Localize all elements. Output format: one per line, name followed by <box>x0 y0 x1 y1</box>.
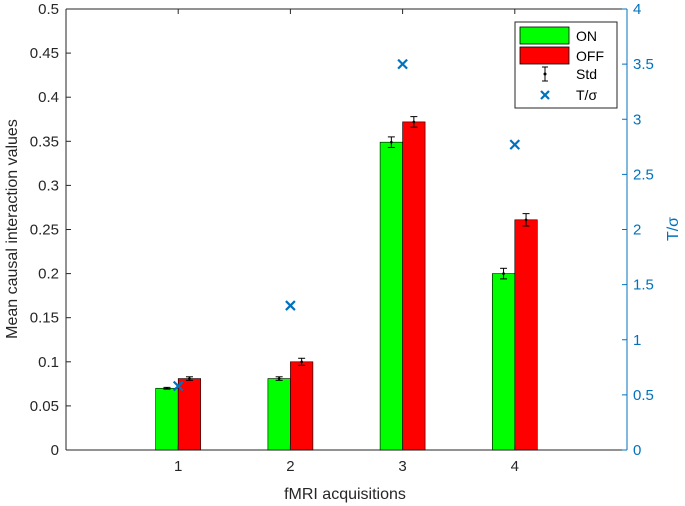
legend-errorbar-symbol <box>542 66 548 82</box>
ratio-marker <box>397 58 408 70</box>
legend-label-ratio: T/σ <box>576 87 597 103</box>
bar-on <box>155 387 179 451</box>
y-tick-label: 0.5 <box>38 1 59 18</box>
errorbar-center <box>390 140 393 144</box>
y-tick-label: 0.4 <box>38 89 59 106</box>
y-tick-label: 0.05 <box>30 398 59 415</box>
errorbar-center <box>300 360 303 364</box>
x-axis-label: fMRI acquisitions <box>284 486 406 503</box>
errorbar-center <box>165 386 169 390</box>
errorbar-center <box>502 272 505 275</box>
x-tick-label: 1 <box>174 458 182 475</box>
y2-tick-label: 4 <box>633 1 641 18</box>
y2-tick-label: 2 <box>633 222 641 239</box>
errorbar-center <box>188 377 191 380</box>
y-tick-label: 0 <box>51 442 59 459</box>
y-tick-label: 0.35 <box>30 133 59 150</box>
y2-tick-label: 1 <box>633 332 641 349</box>
y-tick-label: 0.3 <box>38 177 59 194</box>
bar-off <box>514 219 538 451</box>
legend: ON OFF Std T/σ <box>514 21 618 109</box>
errorbars-group <box>163 116 530 390</box>
bar-off <box>290 361 314 451</box>
legend-label-on: ON <box>576 28 597 44</box>
bar-on <box>491 273 516 451</box>
ratio-marker <box>509 139 521 150</box>
bars-group <box>155 121 538 451</box>
errorbar-center <box>412 120 416 124</box>
x-tick-label: 2 <box>286 458 294 475</box>
y-tick-label: 0.45 <box>30 45 59 62</box>
bar-on <box>267 378 291 451</box>
y2-axis-label: T/σ <box>665 217 682 241</box>
markers-group <box>172 58 521 392</box>
legend-label-std: Std <box>576 66 597 82</box>
legend-swatch-off <box>519 46 570 65</box>
y2-tick-label: 2.5 <box>633 166 654 183</box>
y-tick-label: 0.25 <box>30 222 59 239</box>
errorbar-center <box>277 377 281 380</box>
legend-label-off: OFF <box>576 48 604 64</box>
ratio-marker <box>285 300 296 311</box>
ratio-marker <box>172 380 184 392</box>
ticks-group: 0 0.05 0.1 0.15 0.2 0.25 0.3 0.35 0.4 0.45 0.5 0 0.5… <box>30 1 654 475</box>
y2-tick-label: 3.5 <box>633 56 654 73</box>
legend-swatch-on <box>519 26 570 45</box>
errorbar-center <box>524 218 528 222</box>
y2-tick-label: 0.5 <box>633 387 654 404</box>
y-tick-label: 0.15 <box>30 310 59 327</box>
y-axis-label: Mean causal interaction values <box>4 119 21 339</box>
y2-tick-label: 1.5 <box>633 277 654 294</box>
legend-marker-symbol <box>540 90 550 100</box>
y2-tick-label: 3 <box>633 111 641 128</box>
y2-tick-label: 0 <box>633 442 641 459</box>
x-tick-label: 3 <box>398 458 406 475</box>
y-tick-label: 0.1 <box>38 354 59 371</box>
y-tick-label: 0.2 <box>38 266 59 283</box>
x-tick-label: 4 <box>511 458 519 475</box>
bar-on <box>379 141 403 451</box>
bar-off <box>402 121 426 451</box>
